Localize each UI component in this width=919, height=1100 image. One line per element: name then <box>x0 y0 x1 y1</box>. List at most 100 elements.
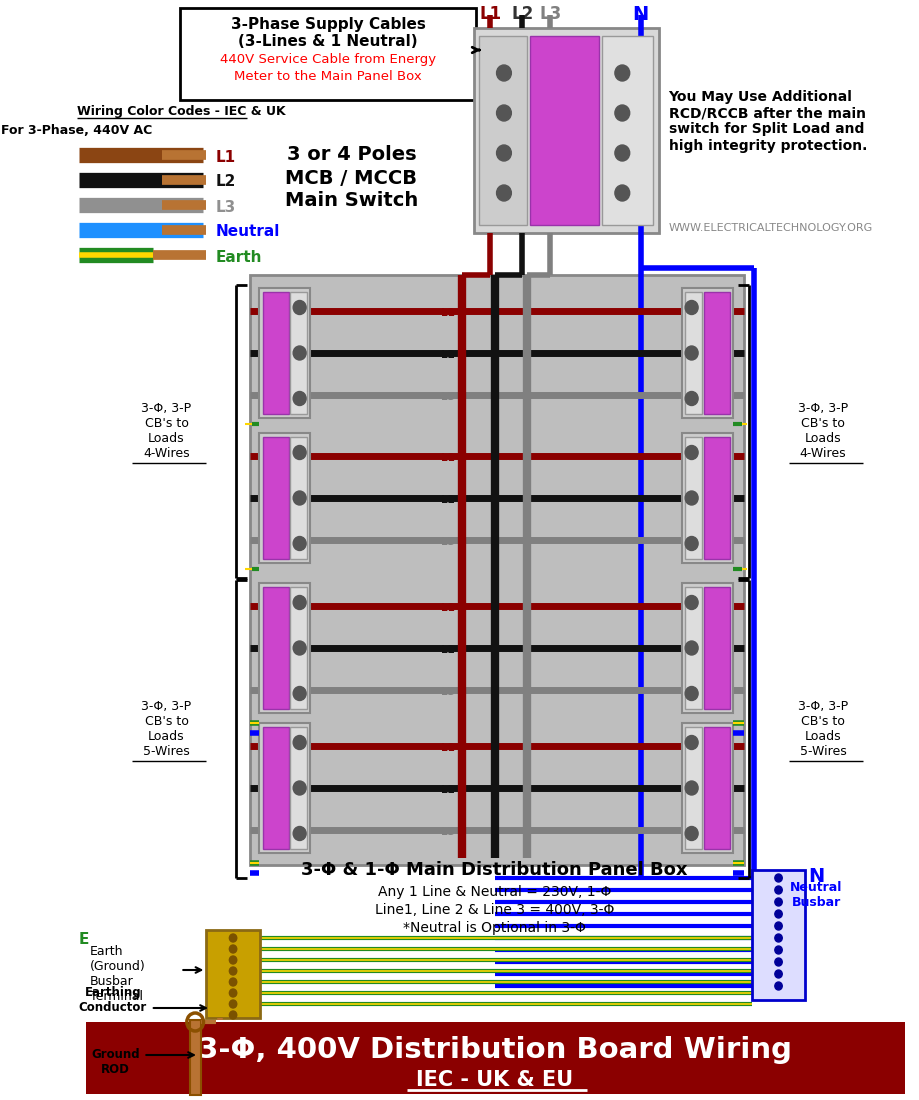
Text: 3-Φ, 3-P
CB's to
Loads
4-Wires: 3-Φ, 3-P CB's to Loads 4-Wires <box>797 402 847 460</box>
Circle shape <box>293 300 306 315</box>
Text: You May Use Additional
RCD/RCCB after the main
switch for Split Load and
high in: You May Use Additional RCD/RCCB after th… <box>668 90 866 153</box>
Circle shape <box>774 910 781 918</box>
Circle shape <box>685 346 698 360</box>
Circle shape <box>229 956 236 964</box>
Circle shape <box>496 65 511 81</box>
Circle shape <box>774 982 781 990</box>
Circle shape <box>496 104 511 121</box>
Text: *Neutral is Optional in 3-Φ: *Neutral is Optional in 3-Φ <box>403 921 585 935</box>
Bar <box>262 727 289 849</box>
Text: 3-Φ, 3-P
CB's to
Loads
5-Wires: 3-Φ, 3-P CB's to Loads 5-Wires <box>142 700 191 758</box>
Circle shape <box>774 886 781 894</box>
Bar <box>180 8 476 100</box>
Bar <box>258 288 310 418</box>
Circle shape <box>685 781 698 795</box>
Text: MCB / MCCB: MCB / MCCB <box>285 168 417 187</box>
Text: L3: L3 <box>440 686 455 696</box>
Bar <box>189 1020 200 1094</box>
Text: 440V Service Cable from Energy: 440V Service Cable from Energy <box>220 54 436 66</box>
Circle shape <box>229 978 236 986</box>
Text: L3: L3 <box>440 392 455 402</box>
Bar <box>290 292 307 414</box>
Text: Wiring Color Codes - IEC & UK: Wiring Color Codes - IEC & UK <box>77 106 285 119</box>
Bar <box>682 723 732 852</box>
Circle shape <box>774 934 781 942</box>
Text: Meter to the Main Panel Box: Meter to the Main Panel Box <box>234 69 422 82</box>
Circle shape <box>685 491 698 505</box>
Bar <box>685 587 701 710</box>
Circle shape <box>685 537 698 550</box>
Bar <box>685 292 701 414</box>
Circle shape <box>293 781 306 795</box>
Circle shape <box>496 145 511 161</box>
Circle shape <box>685 595 698 609</box>
Circle shape <box>774 946 781 954</box>
Text: 3-Φ, 3-P
CB's to
Loads
5-Wires: 3-Φ, 3-P CB's to Loads 5-Wires <box>797 700 847 758</box>
Circle shape <box>229 945 236 953</box>
Circle shape <box>685 641 698 654</box>
Text: Earth: Earth <box>215 250 262 264</box>
Bar <box>290 587 307 710</box>
Text: L2: L2 <box>511 6 533 23</box>
Bar <box>474 28 659 233</box>
Text: L3: L3 <box>440 826 455 837</box>
Circle shape <box>496 185 511 201</box>
Text: L2: L2 <box>440 785 455 795</box>
Bar <box>685 727 701 849</box>
Circle shape <box>774 874 781 882</box>
Circle shape <box>293 641 306 654</box>
Circle shape <box>293 491 306 505</box>
Bar <box>529 36 598 226</box>
Text: Main Switch: Main Switch <box>285 190 417 209</box>
Bar <box>682 583 732 713</box>
Text: For 3-Phase, 440V AC: For 3-Phase, 440V AC <box>1 123 153 136</box>
Text: L1: L1 <box>215 150 235 165</box>
Bar <box>262 437 289 559</box>
Circle shape <box>293 346 306 360</box>
Text: Neutral
Busbar: Neutral Busbar <box>789 881 842 909</box>
Circle shape <box>774 958 781 966</box>
Text: Line1, Line 2 & Line 3 = 400V, 3-Φ: Line1, Line 2 & Line 3 = 400V, 3-Φ <box>375 903 614 917</box>
Bar <box>258 583 310 713</box>
Text: L1: L1 <box>440 453 455 463</box>
Circle shape <box>614 145 629 161</box>
Bar <box>290 727 307 849</box>
Circle shape <box>293 595 306 609</box>
Text: L3: L3 <box>539 6 561 23</box>
Text: L2: L2 <box>215 175 235 189</box>
Text: Neutral: Neutral <box>215 224 279 240</box>
Circle shape <box>229 934 236 942</box>
Bar <box>86 1022 904 1094</box>
Circle shape <box>614 104 629 121</box>
Circle shape <box>685 392 698 406</box>
Bar <box>262 292 289 414</box>
Circle shape <box>685 736 698 749</box>
Bar <box>290 437 307 559</box>
Bar <box>703 727 729 849</box>
Circle shape <box>774 898 781 906</box>
Circle shape <box>685 826 698 840</box>
Circle shape <box>293 686 306 701</box>
Text: L2: L2 <box>440 350 455 360</box>
Text: Any 1 Line & Neutral = 230V, 1-Φ: Any 1 Line & Neutral = 230V, 1-Φ <box>378 886 611 899</box>
Bar <box>685 437 701 559</box>
Text: L1: L1 <box>440 604 455 614</box>
Circle shape <box>229 989 236 997</box>
Text: L1: L1 <box>440 744 455 754</box>
Text: 3 or 4 Poles: 3 or 4 Poles <box>287 145 415 165</box>
Circle shape <box>685 446 698 460</box>
Circle shape <box>685 300 698 315</box>
Text: Ground
ROD: Ground ROD <box>91 1048 140 1076</box>
Circle shape <box>685 686 698 701</box>
Text: N: N <box>632 6 648 24</box>
Circle shape <box>614 185 629 201</box>
Text: 3-Φ & 1-Φ Main Distribution Panel Box: 3-Φ & 1-Φ Main Distribution Panel Box <box>301 861 687 879</box>
Text: (3-Lines & 1 Neutral): (3-Lines & 1 Neutral) <box>238 34 417 50</box>
Text: L3: L3 <box>440 537 455 547</box>
Bar <box>601 36 652 226</box>
Bar <box>682 288 732 418</box>
Text: Earthing
Conductor: Earthing Conductor <box>79 986 147 1014</box>
Bar <box>703 437 729 559</box>
Circle shape <box>293 392 306 406</box>
Text: L1: L1 <box>440 308 455 318</box>
